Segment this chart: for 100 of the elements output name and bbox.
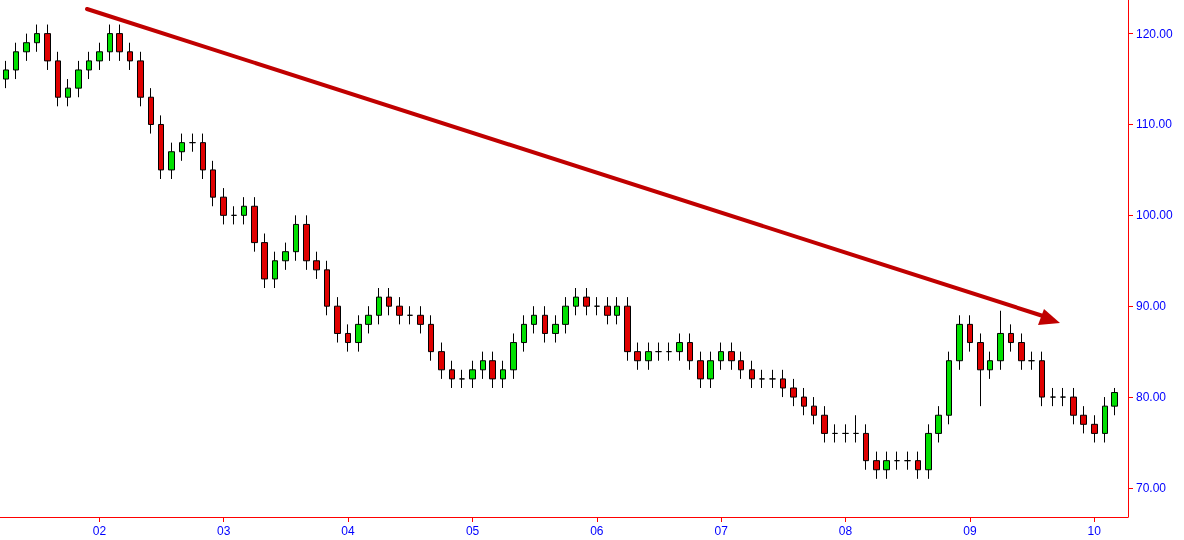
candlestick — [697, 351, 704, 389]
candlestick — [116, 24, 123, 62]
candlestick — [634, 342, 641, 371]
candlestick — [1070, 387, 1077, 425]
candlestick — [220, 187, 227, 225]
candlestick — [1028, 351, 1035, 371]
candlestick — [1091, 414, 1098, 443]
candlestick — [801, 387, 807, 416]
candlestick — [459, 369, 465, 389]
candlestick — [86, 51, 92, 80]
candlestick — [75, 60, 82, 98]
candlestick — [261, 233, 268, 289]
candlestick — [3, 60, 9, 89]
candlestick — [44, 24, 51, 71]
candlestick — [13, 42, 19, 80]
candlestick — [293, 214, 299, 262]
x-tick-label: 04 — [341, 524, 355, 538]
candlestick — [365, 305, 372, 334]
candlestick — [231, 205, 237, 225]
y-tick-label: 70.00 — [1136, 480, 1167, 495]
candlestick — [376, 287, 382, 325]
candlestick — [189, 133, 196, 153]
candlestick — [107, 24, 113, 62]
candlestick — [158, 114, 164, 180]
candlestick — [718, 342, 724, 371]
candlestick — [241, 196, 247, 225]
candlestick — [956, 314, 963, 371]
candlestick — [407, 305, 413, 325]
candlestick — [655, 342, 662, 362]
candlestick — [842, 423, 849, 443]
candlestick — [137, 51, 144, 107]
candlestick — [500, 360, 506, 389]
y-tick-label: 80.00 — [1136, 390, 1167, 405]
x-tick-label: 02 — [92, 524, 107, 538]
candlestick — [34, 24, 40, 53]
x-tick-label: 07 — [714, 524, 729, 538]
candlestick — [977, 332, 984, 407]
candlestick — [324, 260, 330, 316]
candlestick — [666, 342, 672, 362]
candlestick — [489, 351, 496, 389]
y-tick-label: 100.00 — [1136, 208, 1174, 223]
candlestick — [624, 296, 631, 362]
candlestick — [738, 351, 744, 380]
candlestick — [728, 342, 735, 371]
candlestick — [1102, 396, 1108, 443]
candlestick — [832, 423, 838, 443]
candlestick — [542, 305, 548, 344]
candlestick — [303, 214, 310, 271]
candlestick — [251, 196, 258, 253]
candlestick — [334, 296, 341, 344]
y-tick-label: 110.00 — [1136, 117, 1173, 132]
candlestick — [604, 296, 611, 325]
candlestick — [997, 310, 1004, 371]
candlestick — [987, 351, 993, 380]
candlestick — [614, 296, 620, 325]
candlestick — [769, 369, 776, 389]
candlestick — [687, 332, 693, 371]
candlestick — [759, 369, 765, 389]
candlestick — [1080, 405, 1087, 434]
x-tick-label: 10 — [1087, 524, 1102, 538]
candlestick — [883, 451, 890, 480]
candlestick — [1060, 387, 1066, 407]
candlestick — [1018, 332, 1025, 371]
x-tick-label: 03 — [217, 524, 231, 538]
candlestick — [282, 242, 289, 271]
candlestick — [168, 142, 175, 180]
candlestick — [438, 342, 445, 380]
candlestick — [1039, 351, 1045, 407]
candlestick — [449, 360, 455, 389]
candlestick — [904, 451, 911, 471]
candlestick — [148, 87, 154, 135]
candlestick — [645, 342, 652, 371]
candlestick — [853, 414, 859, 443]
candlestick — [894, 451, 900, 471]
candlestick — [863, 423, 869, 471]
candlestick — [552, 314, 559, 344]
y-tick-label: 90.00 — [1136, 299, 1167, 314]
candlestick — [510, 332, 517, 380]
candlestick — [23, 33, 30, 62]
candlestick — [65, 78, 71, 107]
candlestick — [1008, 323, 1014, 353]
x-tick-label: 05 — [465, 524, 480, 538]
candlestick — [417, 305, 424, 334]
candlestick — [531, 305, 537, 334]
candlestick — [790, 378, 797, 407]
candlestick — [313, 251, 320, 280]
candlestick — [676, 332, 683, 362]
candlestick — [573, 287, 579, 316]
candlestick — [55, 51, 61, 107]
x-tick-label: 09 — [963, 524, 978, 538]
candlestick — [1111, 387, 1118, 416]
candlestick — [345, 323, 351, 353]
candlestick — [96, 42, 103, 71]
candlestick — [935, 405, 942, 443]
candlestick — [521, 314, 527, 353]
candlestick — [396, 296, 403, 325]
candlestick — [707, 351, 714, 389]
candlestick — [749, 360, 755, 389]
candlestick — [780, 369, 786, 398]
candlestick — [428, 314, 434, 362]
